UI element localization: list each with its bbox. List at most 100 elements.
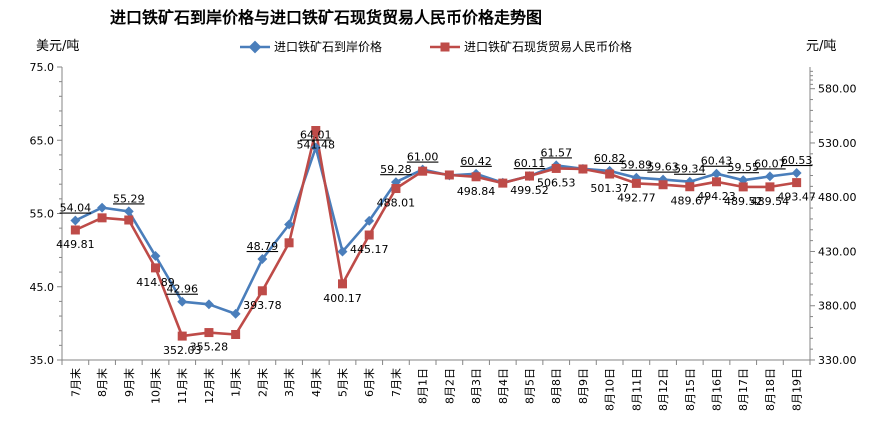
series-line-2 (74, 129, 797, 338)
legend-label-series-1: 进口铁矿石到岸价格 (274, 39, 382, 54)
right-axis-tick-label: 330.00 (818, 354, 857, 367)
x-tick-label: 8月1日 (417, 368, 430, 404)
series-2-data-label: 414.89 (136, 276, 175, 289)
series-1-data-label: 59.34 (674, 163, 706, 176)
series-2-point (471, 172, 481, 182)
series-1-point (150, 251, 161, 261)
series-1-data-label: 60.53 (781, 154, 813, 167)
series-1-data-label: 60.11 (514, 157, 546, 170)
series-2-point (177, 331, 187, 341)
left-axis-tick-label: 75.0 (30, 61, 55, 74)
series-2-data-label: 501.37 (590, 182, 629, 195)
series-2-data-label: 445.17 (350, 243, 389, 256)
series-1-data-label: 60.43 (701, 155, 733, 168)
right-axis-tick-label: 530.00 (818, 137, 857, 150)
series-1-data-label: 61.57 (540, 146, 572, 159)
series-2-point (257, 286, 267, 296)
x-tick-label: 8月2日 (443, 368, 456, 404)
series-2-data-label: 489.52 (724, 195, 763, 208)
series-2-data-label: 498.84 (457, 185, 496, 198)
series-2-data-label: 393.78 (243, 299, 282, 312)
series-1-point (177, 296, 188, 307)
series-lines (74, 129, 797, 338)
series-1-point (791, 168, 802, 178)
series-2-point (70, 225, 80, 235)
series-1-data-label: 48.79 (247, 240, 279, 253)
legend: 进口铁矿石到岸价格 进口铁矿石现货贸易人民币价格 (240, 39, 632, 54)
series-2-data-label: 489.67 (671, 195, 710, 208)
series-2-point (498, 178, 508, 188)
series-1-data-label: 55.29 (113, 192, 145, 205)
x-tick-label: 3月末 (282, 368, 296, 397)
x-tick-label: 8月18日 (764, 368, 777, 411)
chart-title: 进口铁矿石到岸价格与进口铁矿石现货贸易人民币价格走势图 (110, 8, 542, 27)
x-tick-label: 7月末 (68, 368, 82, 397)
series-2-point (391, 184, 401, 194)
series-2-point (204, 328, 214, 338)
series-2-point (418, 166, 428, 176)
series-1-point (764, 171, 775, 182)
series-2-data-label: 494.23 (697, 190, 736, 203)
right-axis-tick-label: 480.00 (818, 191, 857, 204)
series-2-point (658, 180, 668, 190)
x-tick-label: 8月12日 (657, 368, 670, 411)
series-2-point (311, 126, 321, 136)
series-2-point (231, 329, 241, 339)
series-1-data-label: 60.07 (754, 157, 786, 170)
series-1-point (203, 299, 214, 310)
x-tick-label: 8月9日 (577, 368, 590, 404)
legend-marker-series-1 (248, 40, 262, 54)
x-tick-label: 4月末 (309, 368, 323, 397)
x-tick-label: 8月16日 (711, 368, 724, 411)
series-2-data-label: 449.81 (56, 238, 95, 251)
series-2-point (124, 215, 134, 225)
series-2-point (738, 182, 748, 192)
series-1-data-label: 42.96 (166, 283, 198, 296)
series-1-data-label: 59.63 (647, 161, 679, 174)
series-1-data-label: 59.55 (727, 161, 759, 174)
x-tick-label: 9月末 (122, 368, 136, 397)
series-2-point (685, 182, 695, 192)
x-tick-labels: 7月末 8月末 9月末 10月末 11月末 12月末 1月末 2月末 3月末 4月末 5月末 6月末 7… (68, 368, 803, 411)
right-axis-tick-label: 380.00 (818, 300, 857, 313)
series-2-point (444, 170, 454, 180)
x-tick-label: 8月19日 (791, 368, 804, 411)
series-2-point (605, 169, 615, 179)
legend-label-series-2: 进口铁矿石现货贸易人民币价格 (464, 39, 632, 54)
series-2-data-label: 506.53 (537, 176, 576, 189)
x-tick-label: 7月末 (389, 368, 403, 397)
series-2-data-label: 493.47 (777, 191, 816, 204)
series-1-point (70, 215, 81, 226)
x-tick-label: 8月15日 (684, 368, 697, 411)
series-2-point (578, 164, 588, 174)
series-2-point (151, 263, 160, 273)
x-tick-label: 1月末 (229, 368, 243, 397)
series-2-point (525, 171, 534, 181)
series-1-point (364, 215, 375, 226)
series-2-point (284, 238, 294, 248)
series-1-data-label: 54.04 (60, 202, 92, 215)
x-tick-label: 8月5日 (524, 368, 537, 404)
series-1-data-label: 59.28 (380, 163, 412, 176)
legend-marker-series-2 (440, 42, 450, 52)
series-1-point (711, 168, 722, 179)
right-axis-tick-label: 430.00 (818, 245, 857, 258)
series-2-point (551, 163, 561, 173)
x-tick-label: 5月末 (336, 368, 350, 397)
x-tick-label: 8月末 (95, 368, 109, 397)
x-tick-label: 8月4日 (497, 368, 510, 404)
x-tick-label: 6月末 (362, 368, 376, 397)
series-2-point (765, 182, 775, 192)
series-2-data-label: 355.28 (190, 341, 229, 354)
left-axis-tick-label: 45.0 (30, 281, 55, 294)
left-axis-tick-label: 55.0 (30, 208, 55, 221)
x-tick-label: 11月末 (175, 368, 189, 404)
series-1-point (310, 142, 321, 153)
left-axis-tick-label: 35.0 (30, 354, 55, 367)
series-2-point (97, 213, 107, 223)
series-2-point (364, 230, 374, 240)
x-tick-label: 8月10日 (604, 368, 617, 411)
series-2-point (631, 178, 641, 188)
